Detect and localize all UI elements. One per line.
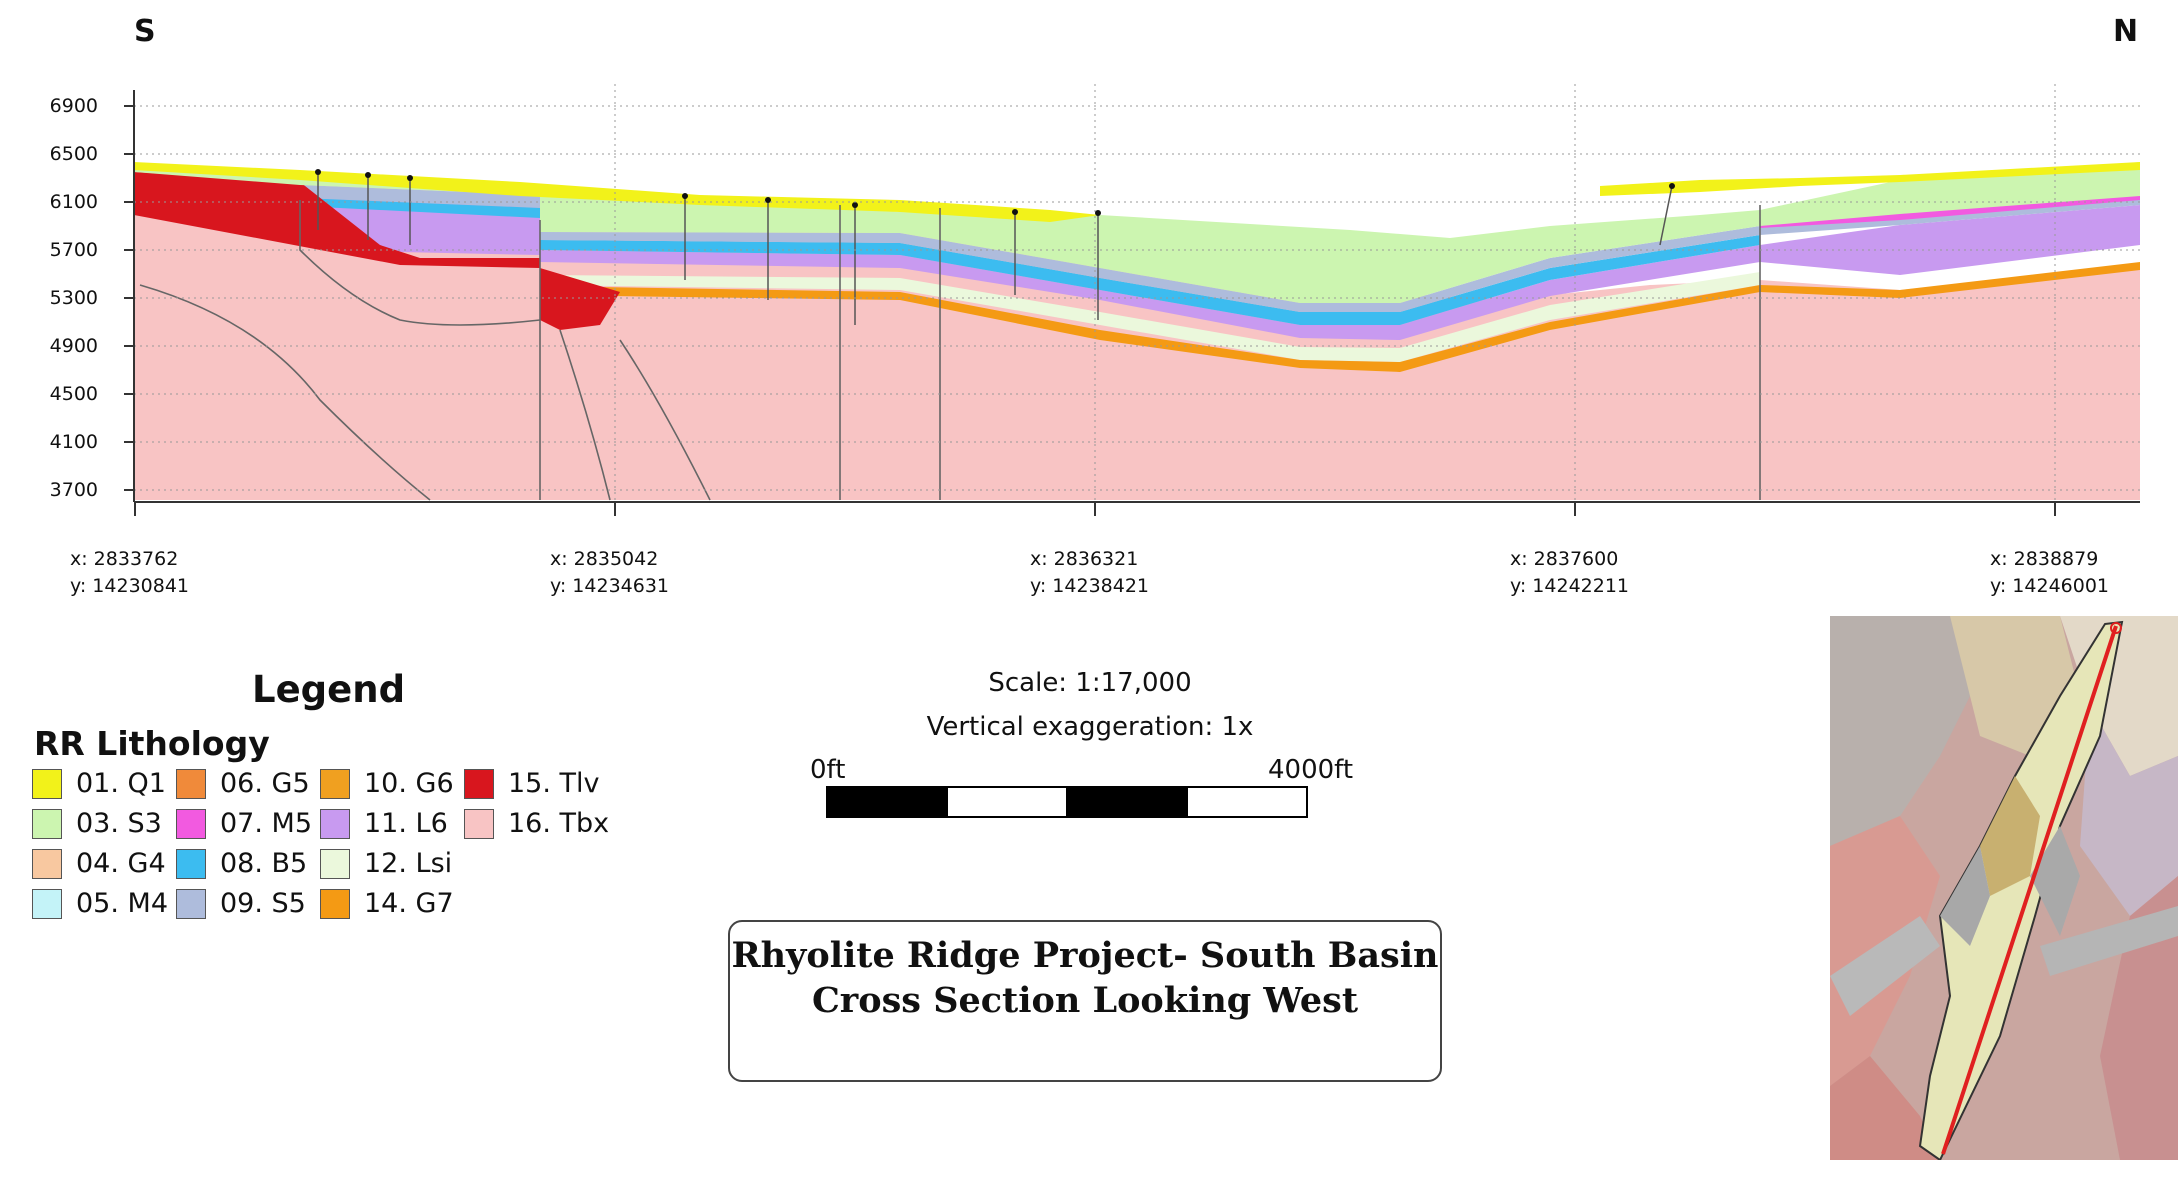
legend-item: 10. G6	[320, 768, 454, 799]
legend-swatch	[32, 848, 62, 879]
x-coordinate-label: x: 2835042 y: 14234631	[550, 548, 670, 597]
axis-ticks	[124, 105, 2056, 516]
y-tick-label: 4900	[49, 335, 98, 357]
legend-swatch	[320, 768, 350, 799]
scale-end-label: 4000ft	[1268, 755, 1354, 785]
legend-item: 14. G7	[320, 888, 454, 919]
legend-item: 05. M4	[32, 888, 168, 919]
legend-swatch	[464, 808, 494, 839]
legend-subtitle: RR Lithology	[34, 724, 270, 763]
scale-start-label: 0ft	[810, 755, 846, 785]
legend-swatch	[176, 848, 206, 879]
legend-item: 01. Q1	[32, 768, 166, 799]
unit-q1-right	[1600, 162, 2140, 196]
legend-swatch	[32, 768, 62, 799]
legend-item: 08. B5	[176, 848, 307, 879]
legend-item: 03. S3	[32, 808, 162, 839]
legend-item: 11. L6	[320, 808, 448, 839]
legend-item: 16. Tbx	[464, 808, 609, 839]
axes	[133, 90, 2140, 503]
unit-q1	[134, 162, 1100, 222]
legend-item: 06. G5	[176, 768, 310, 799]
legend-swatch	[32, 888, 62, 919]
scale-bar	[826, 786, 1308, 818]
north-direction-label: N	[2113, 14, 2139, 49]
unit-b5	[540, 235, 1760, 325]
y-tick-label: 6100	[49, 191, 98, 213]
y-tick-label: 4500	[49, 383, 98, 405]
y-tick-label: 5700	[49, 239, 98, 261]
legend-item: 15. Tlv	[464, 768, 600, 799]
y-tick-label: 5300	[49, 287, 98, 309]
unit-s5-left	[300, 185, 540, 208]
legend-item: 04. G4	[32, 848, 166, 879]
legend-swatch	[320, 808, 350, 839]
unit-s3	[134, 162, 2140, 303]
legend-swatch	[320, 848, 350, 879]
x-coordinate-label: x: 2837600 y: 14242211	[1510, 548, 1630, 597]
title-line-1: Rhyolite Ridge Project- South Basin	[731, 935, 1439, 976]
horizontal-gridlines	[134, 105, 2140, 491]
section-line	[1941, 625, 2118, 1155]
drill-holes	[317, 172, 1673, 325]
location-inset-map	[1830, 616, 2178, 1160]
fault-lines	[139, 200, 1761, 501]
south-direction-label: S	[134, 14, 156, 49]
y-tick-label: 6900	[49, 95, 98, 117]
collar-markers	[315, 169, 1675, 216]
title-line-2: Cross Section Looking West	[811, 980, 1359, 1021]
legend-swatch	[176, 768, 206, 799]
legend-item: 07. M5	[176, 808, 312, 839]
legend-swatch	[320, 888, 350, 919]
x-coordinate-label: x: 2833762 y: 14230841	[70, 548, 190, 597]
unit-b5-left	[300, 198, 540, 218]
x-coordinate-label: x: 2836321 y: 14238421	[1030, 548, 1150, 597]
legend-swatch	[32, 808, 62, 839]
unit-l6	[540, 205, 2140, 340]
y-tick-label: 6500	[49, 143, 98, 165]
legend-swatch	[176, 808, 206, 839]
legend-swatch	[464, 768, 494, 799]
legend-swatch	[176, 888, 206, 919]
y-tick-label: 3700	[49, 479, 98, 501]
y-tick-label: 4100	[49, 431, 98, 453]
legend-item: 12. Lsi	[320, 848, 452, 879]
title-box: Rhyolite Ridge Project- South Basin Cros…	[728, 920, 1442, 1082]
unit-tlv-left	[134, 172, 540, 268]
unit-g7	[540, 262, 2140, 372]
cross-section-plot	[124, 84, 2140, 516]
x-coordinate-label: x: 2838879 y: 14246001	[1990, 548, 2110, 597]
unit-tlv-mid	[540, 268, 620, 330]
scale-label: Scale: 1:17,000	[988, 668, 1192, 698]
vertical-exaggeration-label: Vertical exaggeration: 1x	[926, 712, 1254, 742]
legend-title: Legend	[252, 668, 406, 711]
legend-item: 09. S5	[176, 888, 306, 919]
unit-lsi	[540, 272, 1760, 362]
